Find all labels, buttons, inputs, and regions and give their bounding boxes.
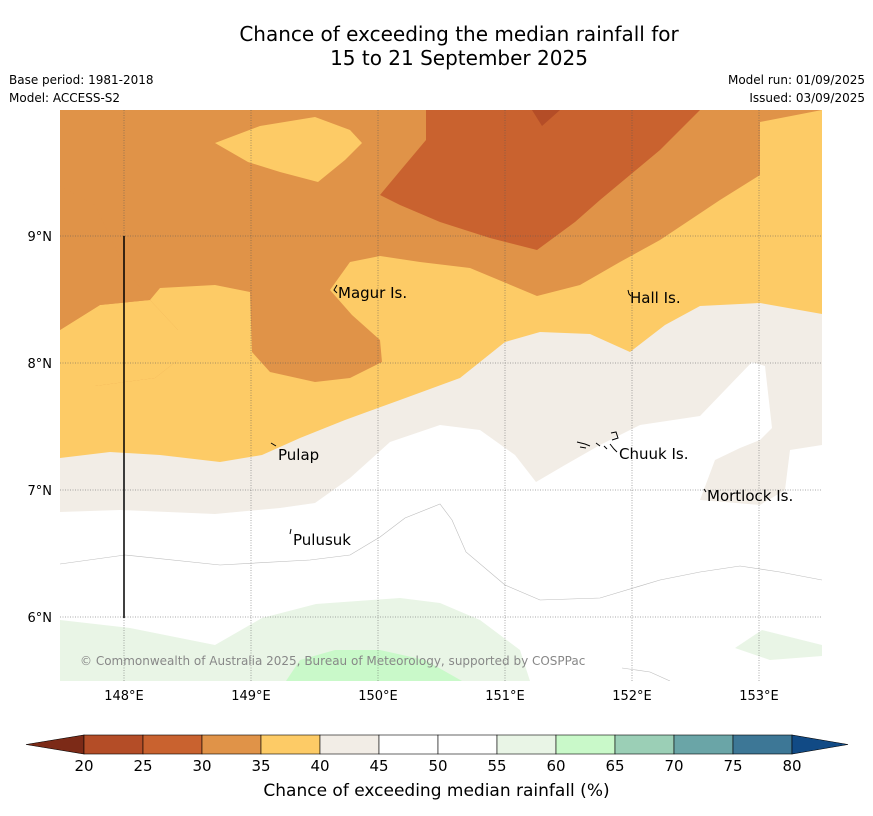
magur-island-shape [333, 284, 338, 294]
contour-35-40-north [215, 117, 362, 182]
contour-60-65 [286, 650, 462, 681]
contour-25-30 [380, 110, 700, 250]
colorbar-title: Chance of exceeding median rainfall (%) [263, 781, 610, 801]
model-name: Model: ACCESS-S2 [9, 91, 121, 105]
colorbar-tick-label: 50 [428, 757, 447, 775]
title-line-2: 15 to 21 September 2025 [330, 46, 588, 70]
contour-55-60-east [735, 630, 822, 660]
label-chuuk: Chuuk Is. [619, 445, 688, 463]
lon-tick: 149°E [231, 689, 271, 704]
colorbar-over-arrow [791, 734, 849, 755]
island-markers [270, 284, 707, 535]
meta-left: Base period: 1981-2018 Model: ACCESS-S2 [9, 71, 154, 107]
lat-tick: 6°N [28, 611, 53, 626]
colorbar-segment [201, 734, 262, 755]
pulusuk-island-shape [289, 528, 292, 535]
pulap-island-shape [270, 442, 277, 447]
place-labels: Magur Is. Hall Is. Pulap Chuuk Is. Mortl… [278, 284, 793, 549]
contour-30-35-inner [60, 186, 150, 330]
lon-tick: 153°E [739, 689, 779, 704]
colorbar-under-arrow [25, 734, 85, 755]
colorbar-segment [732, 734, 793, 755]
lat-tick: 9°N [28, 230, 53, 245]
colorbar-tick-label: 30 [192, 757, 211, 775]
mortlock-island-shape [703, 488, 707, 493]
lat-tick: 7°N [28, 484, 53, 499]
colorbar-segment [437, 734, 498, 755]
lon-tick-labels: 148°E 149°E 150°E 151°E 152°E 153°E [104, 689, 779, 704]
colorbar-tick-label: 75 [723, 757, 742, 775]
contour-20-25 [532, 110, 560, 126]
base-period: Base period: 1981-2018 [9, 73, 154, 87]
colorbar-tick-label: 35 [251, 757, 270, 775]
hall-island-shape [627, 289, 632, 297]
label-pulap: Pulap [278, 446, 319, 464]
title-line-1: Chance of exceeding the median rainfall … [239, 22, 679, 46]
contour-line-45 [621, 667, 671, 681]
map-title: Chance of exceeding the median rainfall … [0, 22, 873, 70]
copyright-credit: © Commonwealth of Australia 2025, Bureau… [80, 654, 585, 668]
colorbar-tick-label: 40 [310, 757, 329, 775]
model-run: Model run: 01/09/2025 [727, 73, 865, 87]
colorbar-segment [614, 734, 675, 755]
map-contours [60, 110, 822, 681]
chuuk-island-shapes [576, 431, 619, 453]
colorbar-tick-label: 65 [605, 757, 624, 775]
lat-tick-labels: 9°N 8°N 7°N 6°N [28, 230, 53, 626]
colorbar-segment [142, 734, 203, 755]
issued-date: Issued: 03/09/2025 [749, 91, 865, 105]
colorbar-tick-label: 80 [782, 757, 801, 775]
colorbar: 20 25 30 35 40 45 50 55 60 65 70 75 80 [25, 734, 849, 775]
colorbar-tick-label: 55 [487, 757, 506, 775]
colorbar-segment [378, 734, 439, 755]
lon-tick: 150°E [358, 689, 398, 704]
colorbar-segment [496, 734, 557, 755]
colorbar-tick-label: 20 [74, 757, 93, 775]
label-mortlock: Mortlock Is. [707, 487, 793, 505]
lat-tick: 8°N [28, 357, 53, 372]
colorbar-segment [319, 734, 380, 755]
colorbar-tick-label: 45 [369, 757, 388, 775]
colorbar-segment [83, 734, 144, 755]
colorbar-tick-label: 25 [133, 757, 152, 775]
meta-right: Model run: 01/09/2025 Issued: 03/09/2025 [728, 71, 865, 107]
colorbar-tick-label: 70 [664, 757, 683, 775]
colorbar-segment [555, 734, 616, 755]
colorbar-segment [260, 734, 321, 755]
lon-tick: 148°E [104, 689, 144, 704]
colorbar-tick-label: 60 [546, 757, 565, 775]
lon-tick: 151°E [485, 689, 525, 704]
label-magur: Magur Is. [338, 284, 407, 302]
contour-line-50 [60, 503, 822, 601]
colorbar-segment [673, 734, 734, 755]
lon-tick: 152°E [612, 689, 652, 704]
label-hall: Hall Is. [630, 289, 681, 307]
label-pulusuk: Pulusuk [293, 531, 351, 549]
contour-45-55 [60, 362, 822, 681]
contour-35-40 [60, 300, 178, 386]
